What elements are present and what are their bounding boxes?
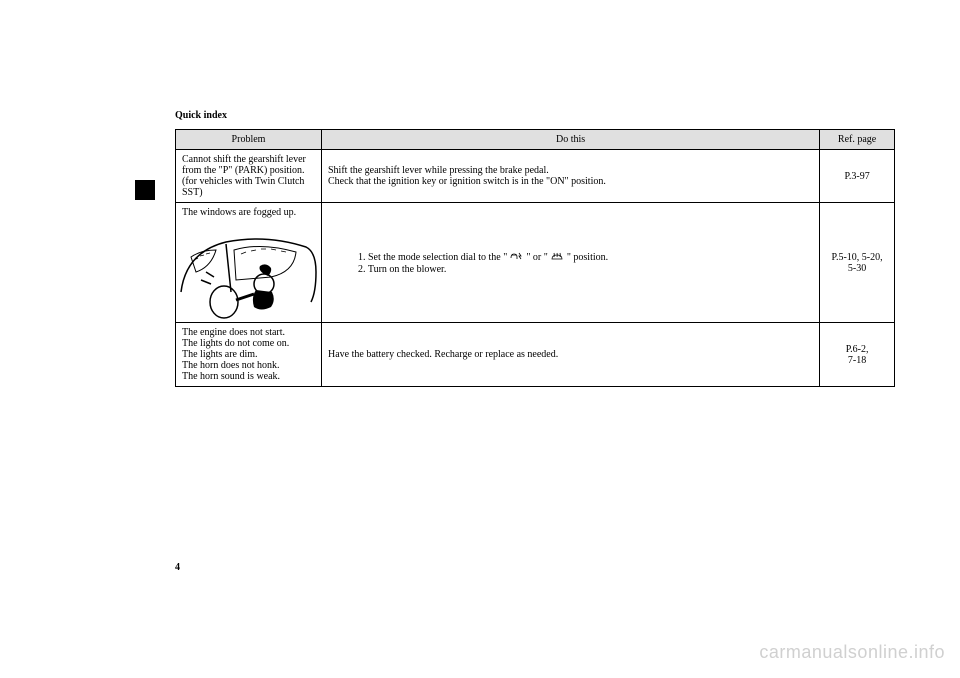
problem-line: The lights do not come on. — [182, 338, 289, 349]
problem-line: The horn does not honk. — [182, 360, 280, 371]
section-tab — [135, 180, 155, 200]
problem-cell: Cannot shift the gearshift lever from th… — [176, 150, 322, 203]
ref-cell: P.3-97 — [820, 150, 895, 203]
ref-text: P.6-2, — [846, 344, 869, 355]
troubleshooting-table: Problem Do this Ref. page Cannot shift t… — [175, 129, 895, 387]
watermark: carmanualsonline.info — [759, 642, 945, 663]
problem-line: The horn sound is weak. — [182, 371, 280, 382]
dothis-cell: 1. Set the mode selection dial to the " … — [322, 203, 820, 323]
table-row: The windows are fogged up. — [176, 203, 895, 323]
defrost-foot-icon — [510, 251, 524, 264]
table-row: The engine does not start. The lights do… — [176, 323, 895, 387]
fogged-window-illustration — [176, 222, 321, 322]
dothis-item1-post: " position. — [564, 251, 608, 262]
header-refpage: Ref. page — [820, 130, 895, 150]
dothis-cell: Have the battery checked. Recharge or re… — [322, 323, 820, 387]
ref-cell: P.6-2, 7-18 — [820, 323, 895, 387]
ref-text: P.5-10, 5-20, — [832, 252, 883, 263]
page-container: Quick index Problem Do this Ref. page Ca… — [0, 0, 960, 427]
defrost-icon — [550, 251, 564, 264]
dothis-text: Shift the gearshift lever while pressing… — [328, 165, 549, 176]
dothis-item2: 2. Turn on the blower. — [358, 264, 446, 275]
table-header-row: Problem Do this Ref. page — [176, 130, 895, 150]
header-dothis: Do this — [322, 130, 820, 150]
problem-cell: The windows are fogged up. — [176, 203, 322, 323]
ref-text: 7-18 — [848, 355, 866, 366]
problem-line: The engine does not start. — [182, 327, 285, 338]
dothis-cell: Shift the gearshift lever while pressing… — [322, 150, 820, 203]
table-row: Cannot shift the gearshift lever from th… — [176, 150, 895, 203]
page-number: 4 — [175, 562, 180, 573]
problem-line: The lights are dim. — [182, 349, 258, 360]
dothis-item1-pre: 1. Set the mode selection dial to the " — [358, 251, 510, 262]
problem-text: The windows are fogged up. — [176, 203, 321, 222]
ref-cell: P.5-10, 5-20, 5-30 — [820, 203, 895, 323]
problem-cell: The engine does not start. The lights do… — [176, 323, 322, 387]
header-problem: Problem — [176, 130, 322, 150]
dothis-text: Check that the ignition key or ignition … — [328, 176, 606, 187]
ref-text: 5-30 — [848, 263, 866, 274]
page-header: Quick index — [175, 110, 900, 121]
dothis-item1-mid: " or " — [524, 251, 551, 262]
